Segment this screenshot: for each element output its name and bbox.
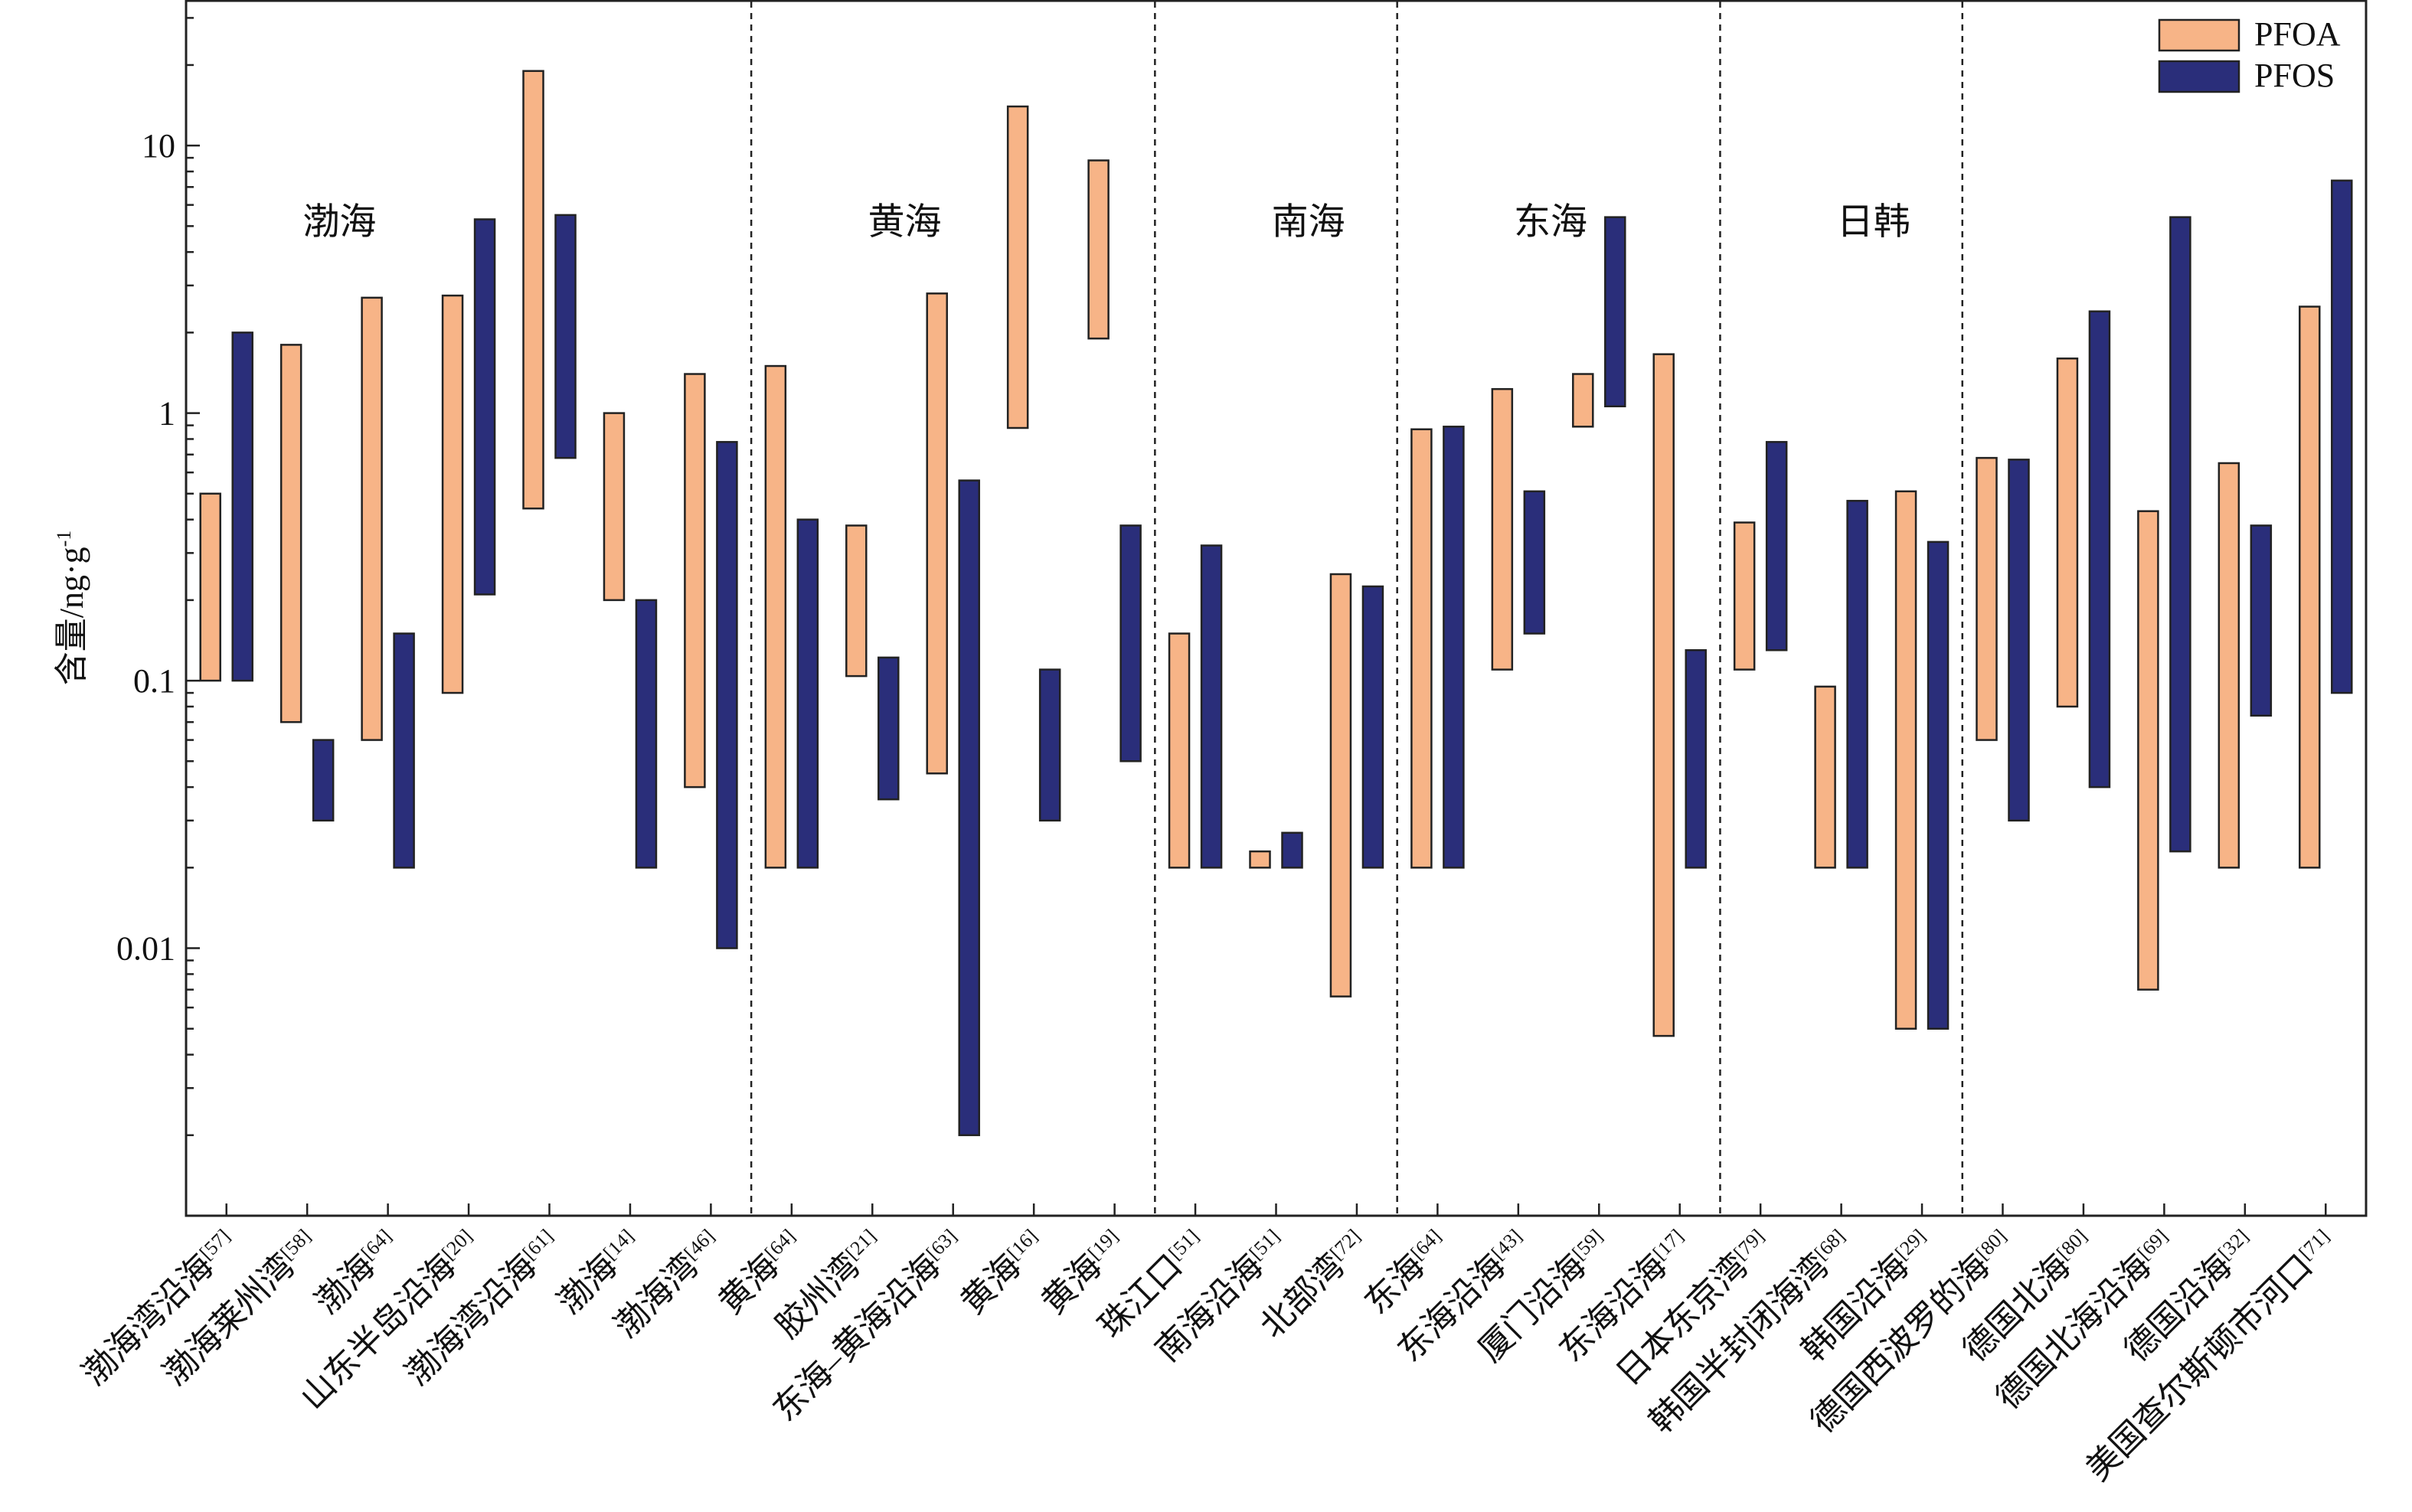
y-tick-label: 0.01 xyxy=(116,930,175,968)
bar-pfos xyxy=(2250,524,2273,717)
bar-pfoa xyxy=(1491,387,1514,671)
bar-pfoa xyxy=(1249,850,1271,869)
x-tick-label-name: 渤海湾 xyxy=(607,1247,705,1345)
bar-pfos xyxy=(1523,490,1546,635)
x-tick-label-name: 北部湾 xyxy=(1253,1247,1351,1345)
bar-pfoa xyxy=(2056,358,2079,708)
bar-pfoa xyxy=(764,364,787,869)
bar-pfoa xyxy=(1976,456,1998,741)
bar-pfos xyxy=(1927,540,1950,1030)
bar-pfoa xyxy=(2137,510,2159,991)
region-label: 南海 xyxy=(1272,201,1345,242)
bar-pfoa xyxy=(1087,159,1110,340)
bar-pfos xyxy=(878,656,900,801)
region-label: 东海 xyxy=(1514,201,1587,242)
y-axis-label-text: 含量/ng·g xyxy=(53,547,90,685)
bar-pfos xyxy=(312,739,335,822)
bar-pfoa xyxy=(684,373,706,789)
bar-pfos xyxy=(393,632,415,869)
plot-frame xyxy=(185,0,2368,1217)
bar-pfoa xyxy=(1894,490,1917,1030)
bar-pfoa xyxy=(1168,632,1191,869)
y-tick-label: 1 xyxy=(159,395,175,433)
bar-pfos xyxy=(635,599,658,869)
bar-pfoa xyxy=(441,294,464,694)
bar-pfos xyxy=(1443,426,1465,869)
bar-pfos xyxy=(2088,310,2111,789)
bar-pfos xyxy=(1038,668,1061,822)
bar-pfos xyxy=(2169,216,2191,853)
bar-pfos xyxy=(1200,544,1223,869)
bar-pfos xyxy=(1846,499,1868,869)
bar-pfoa xyxy=(1814,685,1836,869)
bar-pfos xyxy=(716,441,738,949)
legend-swatch-pfoa xyxy=(2158,18,2240,52)
bar-pfoa xyxy=(2218,462,2240,869)
bar-pfos xyxy=(796,518,819,869)
region-label: 黄海 xyxy=(868,201,941,242)
bar-pfoa xyxy=(1329,573,1352,998)
bar-pfoa xyxy=(926,292,948,775)
bar-pfoa xyxy=(522,70,544,510)
y-axis-label-superscript: -1 xyxy=(53,531,75,547)
bar-pfoa xyxy=(361,296,383,741)
bar-pfos xyxy=(554,214,577,459)
bar-pfos xyxy=(1685,648,1707,869)
y-tick-label: 10 xyxy=(142,127,175,165)
bar-pfoa xyxy=(1572,373,1594,428)
legend-label: PFOS xyxy=(2254,57,2335,94)
y-axis-label: 含量/ng·g-1 xyxy=(53,531,90,686)
bar-pfoa xyxy=(1733,521,1756,671)
x-tick-label: 黄海[16] xyxy=(954,1223,1052,1321)
bar-pfos xyxy=(2331,179,2353,694)
bar-pfoa xyxy=(1652,353,1675,1037)
bar-pfos xyxy=(958,479,980,1137)
bar-pfoa xyxy=(279,344,302,723)
bar-pfoa xyxy=(845,524,868,678)
bar-pfos xyxy=(1281,831,1303,869)
bar-pfoa xyxy=(1006,105,1029,429)
bar-pfos xyxy=(231,331,253,682)
legend-label: PFOA xyxy=(2254,15,2341,53)
region-label: 日韩 xyxy=(1837,201,1910,242)
bar-pfoa xyxy=(603,412,626,602)
bar-pfos xyxy=(1119,524,1142,763)
bar-pfoa xyxy=(1410,428,1433,869)
bar-pfos xyxy=(1604,216,1626,408)
legend-swatch-pfos xyxy=(2158,60,2240,93)
bar-pfos xyxy=(1765,441,1788,651)
bar-pfoa xyxy=(2299,305,2321,869)
bar-pfos xyxy=(2008,459,2030,822)
bar-pfos xyxy=(1361,585,1384,869)
bar-pfoa xyxy=(199,492,221,682)
y-tick-label: 0.1 xyxy=(133,662,175,700)
bar-pfos xyxy=(473,218,496,596)
region-label: 渤海 xyxy=(302,201,376,242)
